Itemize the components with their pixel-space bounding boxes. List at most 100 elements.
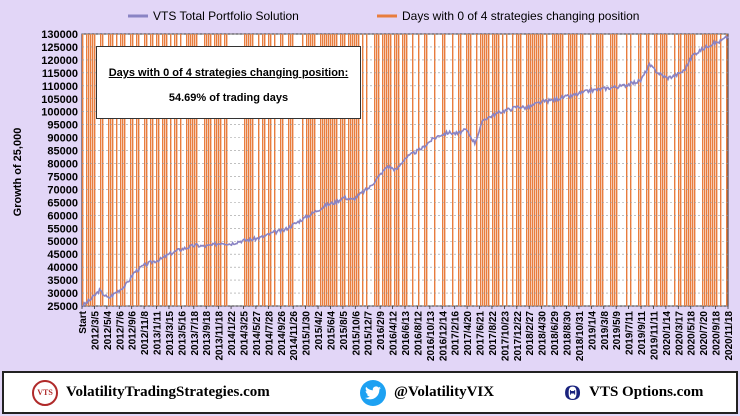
x-tick-label: 2013/11/18	[215, 311, 226, 361]
position-change-bar	[518, 34, 520, 306]
position-change-bar	[630, 34, 632, 306]
position-change-bar	[486, 34, 488, 306]
position-change-bar	[362, 34, 364, 306]
x-tick-label: 2018/10/31	[575, 311, 586, 361]
position-change-bar	[690, 34, 692, 306]
position-change-bar	[226, 34, 228, 306]
y-tick-label: 125000	[41, 42, 78, 54]
x-tick-label: 2019/11/11	[649, 311, 660, 360]
y-tick-label: 45000	[47, 249, 78, 261]
x-tick-label: 2018/6/29	[550, 311, 561, 356]
position-change-bar	[326, 34, 328, 306]
position-change-bar	[530, 34, 532, 306]
position-change-bar	[498, 34, 500, 306]
x-tick-label: 2013/9/18	[202, 311, 213, 356]
portfolio-line-group	[81, 35, 729, 308]
x-tick-label: 2015/1/30	[302, 311, 313, 356]
position-change-bar	[244, 34, 246, 306]
position-change-bar	[664, 34, 666, 306]
position-change-bar	[208, 34, 210, 306]
position-change-bar	[314, 34, 316, 306]
x-tick-label: 2014/3/25	[240, 311, 251, 356]
y-tick-label: 90000	[47, 133, 78, 145]
position-change-bar	[334, 34, 336, 306]
position-change-bar	[532, 34, 534, 306]
position-change-bar	[292, 34, 294, 306]
position-change-bar	[708, 34, 710, 306]
y-tick-label: 70000	[47, 184, 78, 196]
position-change-bar	[356, 34, 358, 306]
x-tick-label: 2014/7/28	[264, 311, 275, 356]
position-change-bar	[506, 34, 508, 306]
position-change-bar	[82, 34, 84, 306]
position-change-bar	[396, 34, 398, 306]
x-tick-label: 2013/7/18	[190, 311, 201, 356]
x-tick-label: 2012/7/6	[115, 311, 126, 350]
footer-options[interactable]: Θ VTS Options.com	[564, 373, 703, 412]
x-tick-label: 2017/10/23	[500, 311, 511, 361]
x-tick-label: 2014/9/26	[277, 311, 288, 356]
position-change-bar	[366, 34, 368, 306]
position-change-bar	[246, 34, 248, 306]
x-tick-label: 2014/5/27	[252, 311, 263, 356]
y-tick-label: 25000	[47, 301, 78, 313]
position-change-bar	[176, 34, 178, 306]
position-change-bar	[122, 34, 124, 306]
position-change-bar	[596, 34, 598, 306]
position-change-bar	[282, 34, 284, 306]
position-change-bar	[196, 34, 198, 306]
footer-banner: VTS VolatilityTradingStrategies.com @Vol…	[2, 371, 738, 414]
y-axis-label: Growth of 25,000	[12, 128, 24, 217]
position-change-bar	[678, 34, 680, 306]
footer-twitter[interactable]: @VolatilityVIX	[360, 373, 494, 412]
x-tick-label: 2016/6/13	[401, 311, 412, 356]
footer-website[interactable]: VTS VolatilityTradingStrategies.com	[32, 373, 270, 412]
position-change-bar	[306, 34, 308, 306]
position-change-bar	[354, 34, 356, 306]
position-change-bar	[694, 34, 696, 306]
y-axis-ticks: 2500030000350004000045000500005500060000…	[41, 29, 78, 313]
position-change-bar	[626, 34, 628, 306]
position-change-bar	[288, 34, 290, 306]
x-tick-label: 2017/8/22	[488, 311, 499, 356]
position-change-bar	[144, 34, 146, 306]
position-change-bar	[86, 34, 88, 306]
position-change-bar	[720, 34, 722, 306]
position-change-bar	[332, 34, 334, 306]
position-change-bar	[378, 34, 380, 306]
position-change-bar	[494, 34, 496, 306]
x-tick-label: 2012/3/5	[90, 311, 101, 350]
x-tick-label: 2015/8/5	[339, 311, 350, 350]
position-change-bar	[324, 34, 326, 306]
x-tick-label: 2013/1/11	[153, 311, 164, 355]
position-change-bar	[386, 34, 388, 306]
y-tick-label: 105000	[41, 94, 78, 106]
y-tick-label: 35000	[47, 275, 78, 287]
position-change-bar	[580, 34, 582, 306]
position-change-bar	[488, 34, 490, 306]
website-text: VolatilityTradingStrategies.com	[66, 384, 270, 400]
position-change-bar	[442, 34, 444, 306]
position-change-bar	[614, 34, 616, 306]
position-change-bar	[546, 34, 548, 306]
y-tick-label: 95000	[47, 120, 78, 132]
x-tick-label: 2016/10/13	[426, 311, 437, 361]
position-change-bar	[558, 34, 560, 306]
y-tick-label: 130000	[41, 29, 78, 41]
position-change-bar	[458, 34, 460, 306]
y-tick-label: 100000	[41, 107, 78, 119]
position-change-bar	[482, 34, 484, 306]
position-change-bar	[496, 34, 498, 306]
position-change-bar	[390, 34, 392, 306]
position-change-bar	[666, 34, 668, 306]
position-change-bar	[166, 34, 168, 306]
position-change-bar	[712, 34, 714, 306]
position-change-bar	[248, 34, 250, 306]
position-change-bar	[576, 34, 578, 306]
position-change-bar	[714, 34, 716, 306]
position-change-bar	[164, 34, 166, 306]
x-tick-label: 2012/11/8	[140, 311, 151, 355]
position-change-bar	[572, 34, 574, 306]
x-tick-label: 2019/3/8	[600, 311, 611, 350]
position-change-bar	[704, 34, 706, 306]
